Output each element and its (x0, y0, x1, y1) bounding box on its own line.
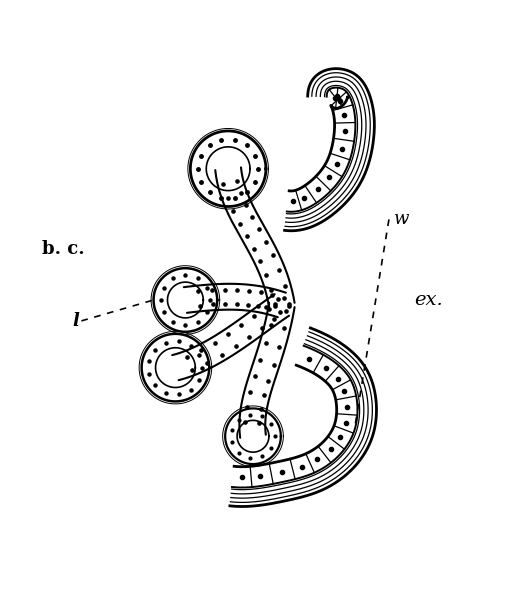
Text: l: l (72, 312, 79, 330)
Text: ex.: ex. (413, 291, 442, 309)
Text: b. c.: b. c. (41, 240, 84, 258)
Text: w: w (393, 211, 409, 229)
